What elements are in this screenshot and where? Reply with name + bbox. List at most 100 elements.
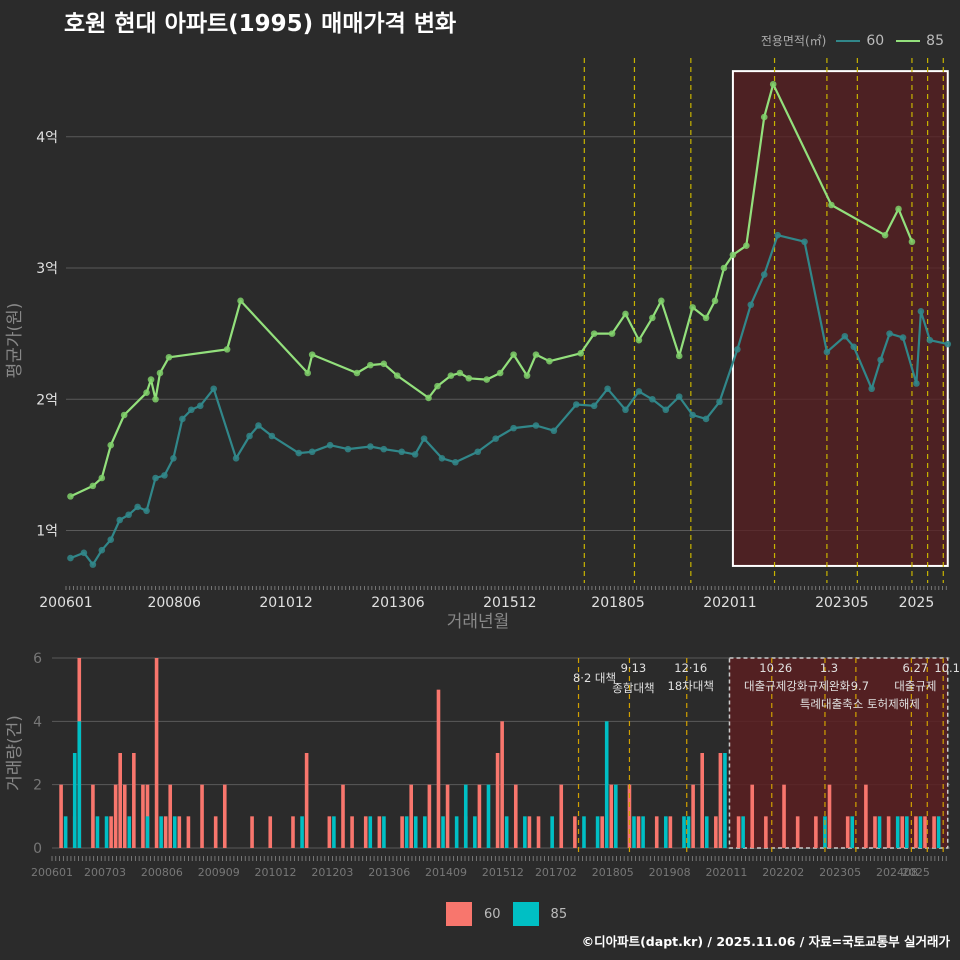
data-point-60 [774, 231, 781, 239]
data-point-85 [546, 357, 553, 365]
data-point-60 [125, 511, 132, 519]
x-tick-label: 202305 [819, 866, 861, 879]
data-point-60 [179, 415, 186, 423]
bar-60 [291, 816, 295, 848]
policy-annotation-date: 9.7 [851, 679, 869, 693]
bar-60 [814, 816, 818, 848]
data-point-60 [161, 472, 168, 479]
bar-60 [513, 784, 518, 848]
data-point-85 [67, 493, 74, 500]
data-point-60 [823, 348, 831, 356]
bar-60 [141, 784, 145, 848]
data-point-85 [590, 330, 598, 337]
data-point-85 [510, 351, 517, 358]
x-tick-label: 2025 [899, 595, 935, 611]
highlight-box [731, 70, 949, 567]
policy-annotation-date: 12·16 [674, 661, 707, 675]
x-tick-label: 2025 [902, 866, 930, 879]
data-point-60 [255, 422, 262, 429]
bar-60 [873, 816, 877, 848]
data-point-60 [452, 458, 459, 466]
x-tick-label: 201409 [425, 866, 467, 879]
bar-60 [341, 784, 345, 848]
data-point-85 [649, 314, 656, 322]
data-point-60 [734, 346, 741, 353]
data-point-85 [532, 351, 540, 358]
y-axis-title: 평균가(원) [5, 303, 25, 379]
data-point-85 [367, 361, 374, 369]
y-tick-label: 0 [33, 841, 42, 857]
legend-bottom: 60 85 [446, 902, 579, 926]
bar-85 [582, 816, 586, 848]
bar-60 [350, 816, 354, 848]
bar-60 [700, 753, 704, 848]
data-point-60 [926, 336, 934, 344]
data-point-85 [447, 372, 455, 379]
bar-85 [95, 816, 100, 848]
legend-box-85 [512, 902, 539, 926]
x-tick-label: 201702 [535, 866, 577, 879]
data-point-85 [622, 310, 629, 318]
bar-60 [363, 816, 368, 848]
data-point-60 [747, 301, 755, 309]
bar-60 [764, 816, 768, 848]
data-point-60 [877, 356, 884, 364]
bar-85 [614, 784, 618, 848]
bar-60 [536, 816, 541, 848]
bar-60 [500, 721, 504, 848]
data-point-60 [841, 332, 849, 340]
data-point-60 [622, 406, 629, 414]
data-point-60 [326, 441, 334, 449]
bar-85 [423, 816, 427, 848]
data-point-85 [729, 251, 737, 259]
data-point-60 [107, 536, 115, 543]
data-point-85 [380, 360, 388, 368]
bar-60 [691, 784, 695, 848]
bar-60 [436, 689, 441, 848]
data-point-60 [98, 546, 106, 554]
bar-85 [172, 816, 177, 848]
data-point-60 [492, 435, 499, 442]
data-point-60 [590, 402, 598, 410]
data-point-85 [711, 297, 719, 305]
data-point-85 [223, 346, 231, 353]
bar-60 [186, 816, 191, 848]
bar-60 [527, 816, 532, 848]
legend-label-85: 85 [926, 32, 944, 49]
bar-85 [332, 816, 336, 848]
bar-85 [905, 816, 909, 848]
bar-85 [413, 816, 418, 848]
bar-60 [654, 816, 659, 848]
legend-swatch-85 [896, 39, 921, 42]
y-tick-label: 4 [33, 714, 42, 730]
bar-60 [600, 816, 604, 848]
data-point-60 [868, 385, 875, 393]
x-tick-label: 200703 [84, 866, 126, 879]
bar-85 [664, 816, 668, 848]
data-point-60 [420, 435, 428, 442]
volume-bar-chart: 0 2 4 6 8·2 대책 9·13 종합대책 12·16 18차대책 10.26 대출규제강화 1… [5, 651, 960, 879]
data-point-85 [523, 372, 531, 379]
data-point-85 [120, 411, 128, 419]
data-point-60 [649, 395, 656, 403]
data-point-85 [496, 369, 504, 377]
data-point-85 [165, 353, 173, 361]
data-point-60 [675, 393, 683, 400]
bar-60 [914, 816, 918, 848]
bar-85 [936, 816, 941, 848]
policy-annotation-name: 특례대출축소 토허제해제 [800, 697, 920, 711]
chart-title: 호원 현대 아파트(1995) 매매가격 변화 [64, 11, 457, 37]
bar-85 [686, 816, 691, 848]
bar-85 [523, 816, 527, 848]
bar-60 [154, 658, 159, 848]
bar-85 [159, 816, 163, 848]
data-point-60 [572, 401, 580, 408]
y-tick-label: 2 [33, 778, 42, 794]
data-point-60 [67, 554, 74, 562]
x-tick-label: 201512 [482, 866, 524, 879]
legend-title: 전용면적(㎡) [760, 34, 827, 48]
policy-annotation-name: 대출규제강화 [744, 679, 808, 693]
bar-85 [504, 816, 509, 848]
data-point-60 [944, 340, 952, 348]
data-point-85 [143, 389, 150, 396]
